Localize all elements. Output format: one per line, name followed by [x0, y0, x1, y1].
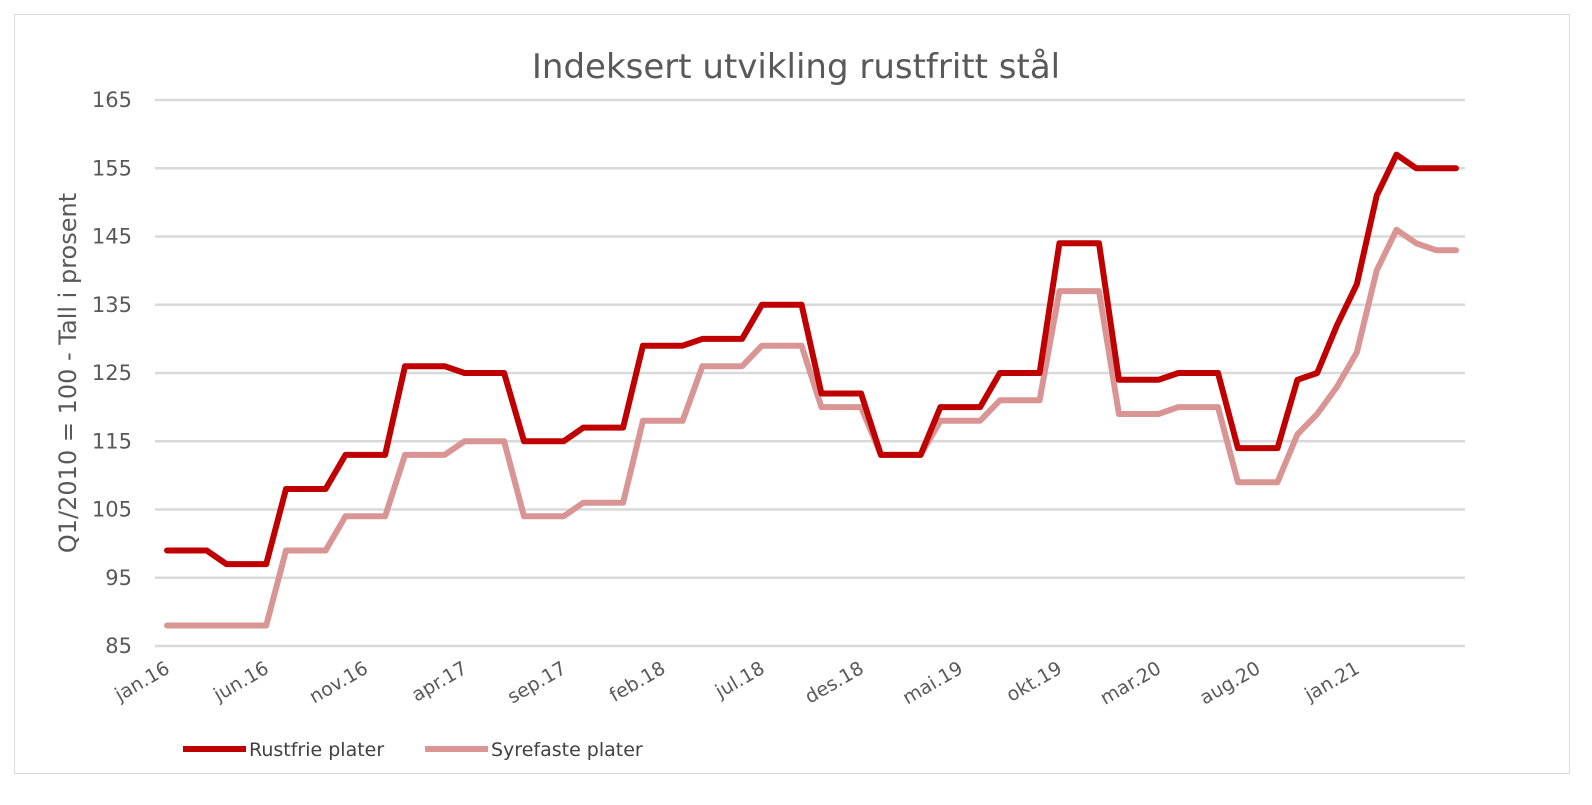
- series-rustfrie-plater: [164, 151, 1459, 568]
- y-axis-label: Q1/2010 = 100 - Tall i prosent: [54, 193, 82, 553]
- x-tick-label: des.18: [801, 657, 867, 708]
- y-tick-label: 115: [92, 429, 132, 453]
- y-tick-label: 105: [92, 498, 132, 522]
- x-tick-label: feb.18: [606, 657, 670, 706]
- legend-item: Rustfrie plater: [183, 739, 384, 761]
- y-tick-label: 95: [105, 566, 132, 590]
- x-tick-label: jun.16: [209, 657, 272, 706]
- y-tick-label: 135: [92, 293, 132, 317]
- x-tick-labels: jan.16 jun.16 nov.16 apr.17 sep.17 feb.18 jul.…: [110, 657, 1363, 709]
- legend: Rustfrie plater Syrefaste plater: [183, 739, 643, 761]
- series-line: [164, 151, 1459, 568]
- x-tick-label: nov.16: [306, 657, 372, 708]
- x-tick-label: apr.17: [408, 657, 471, 706]
- x-tick-label: mai.19: [899, 657, 967, 709]
- legend-item: Syrefaste plater: [425, 739, 643, 761]
- series-lines: [164, 151, 1459, 629]
- legend-label: Rustfrie plater: [249, 739, 384, 761]
- x-tick-label: jul.18: [711, 657, 769, 703]
- x-tick-label: mar.20: [1097, 657, 1166, 709]
- chart-frame: [14, 14, 1570, 774]
- x-tick-label: okt.19: [1003, 657, 1066, 706]
- y-tick-labels: 85 95 105 115 125 135 145 155 165: [92, 88, 132, 658]
- series-line: [164, 226, 1459, 629]
- y-tick-label: 85: [105, 634, 132, 658]
- y-tick-label: 165: [92, 88, 132, 112]
- x-tick-label: aug.20: [1196, 657, 1264, 709]
- gridlines: [155, 98, 1465, 648]
- x-tick-label: sep.17: [504, 657, 570, 708]
- legend-label: Syrefaste plater: [491, 739, 643, 761]
- series-syrefaste-plater: [164, 226, 1459, 629]
- y-tick-label: 145: [92, 225, 132, 249]
- y-tick-label: 125: [92, 361, 132, 385]
- y-tick-label: 155: [92, 156, 132, 180]
- x-tick-label: jan.16: [110, 657, 173, 706]
- chart-title: Indeksert utvikling rustfritt stål: [532, 47, 1060, 87]
- x-tick-label: jan.21: [1300, 657, 1363, 706]
